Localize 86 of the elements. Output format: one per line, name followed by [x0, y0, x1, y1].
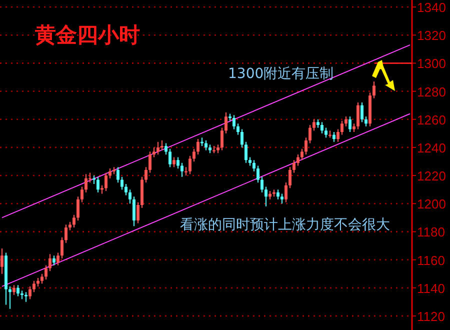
candlestick: [292, 160, 296, 174]
candlestick: [356, 102, 360, 130]
candlestick: [236, 123, 240, 136]
candlestick: [324, 127, 328, 138]
candlestick: [320, 122, 324, 134]
candlestick: [32, 280, 36, 293]
y-tick-label: 1140: [417, 280, 445, 296]
candlestick: [300, 148, 304, 161]
candlestick: [364, 116, 368, 127]
y-tick-label: 1180: [417, 224, 445, 240]
y-tick-label: 1340: [417, 0, 446, 16]
candlestick: [348, 116, 352, 132]
candlestick: [168, 148, 172, 168]
candlestick: [108, 168, 112, 179]
candlestick: [308, 124, 312, 144]
y-tick-label: 1120: [417, 308, 445, 324]
candlestick: [256, 165, 260, 184]
candlestick: [52, 255, 56, 266]
y-tick-label: 1280: [417, 84, 446, 100]
candlestick: [240, 128, 244, 148]
candlestick: [360, 102, 364, 123]
candlestick: [244, 141, 248, 164]
text: 黄金四小时: [34, 23, 140, 47]
y-tick-label: 1300: [417, 56, 446, 72]
candlestick: [72, 214, 76, 228]
candlestick: [172, 156, 176, 168]
candlestick: [260, 176, 264, 193]
candlestick: [64, 224, 68, 244]
candlestick: [224, 112, 228, 134]
y-tick-label: 1220: [417, 168, 446, 184]
candlestick: [48, 254, 52, 272]
y-tick-label: 1320: [417, 28, 446, 44]
candlestick: [252, 160, 256, 172]
candlestick: [40, 273, 44, 284]
candlestick: [288, 166, 292, 189]
candlestick: [0, 248, 4, 274]
candlestick: [104, 172, 108, 192]
candlestick: [180, 162, 184, 178]
candlestick: [332, 132, 336, 142]
candlestick: [280, 193, 284, 204]
candlestick: [160, 140, 164, 151]
candlestick: [220, 127, 224, 151]
candlestick: [56, 252, 60, 266]
candlestick: [164, 142, 168, 155]
candlestick: [188, 155, 192, 175]
candlestick: [120, 176, 124, 190]
candlestick: [128, 189, 132, 204]
annotation: 看涨的同时预计上涨力度不会很大: [180, 217, 390, 233]
candlestick: [196, 138, 200, 155]
candlestick: [124, 183, 128, 196]
candlestick: [296, 154, 300, 166]
y-tick-label: 1200: [417, 196, 446, 212]
y-tick-label: 1160: [417, 252, 445, 268]
y-tick-label: 1240: [417, 140, 446, 156]
annotation: 1300附近有压制: [228, 66, 334, 82]
candlestick: [96, 176, 100, 193]
candlestick: [336, 128, 340, 142]
candlestick: [44, 264, 48, 280]
candlestick: [136, 202, 140, 224]
candlestick: [12, 284, 16, 296]
candlestick: [144, 166, 148, 184]
candlestick: [16, 284, 20, 297]
candlestick: [204, 140, 208, 151]
candlestick: [304, 137, 308, 155]
candlestick: [76, 196, 80, 221]
candlestick: [344, 116, 348, 127]
candlestick: [132, 196, 136, 227]
candlestick: [84, 174, 88, 193]
candlestick: [264, 186, 268, 207]
candlestick: [116, 166, 120, 184]
candlestick: [152, 146, 156, 158]
candlestick: [192, 148, 196, 162]
candlestick: [156, 141, 160, 155]
candlestick: [232, 114, 236, 130]
candlestick: [312, 118, 316, 132]
candlestick: [176, 156, 180, 170]
candlestick: [28, 286, 32, 300]
candlestick: [372, 80, 376, 99]
candlestick: [276, 189, 280, 200]
candlestick: [60, 236, 64, 259]
candlestick: [148, 151, 152, 174]
y-tick-label: 1260: [417, 112, 446, 128]
candlestick: [80, 186, 84, 203]
candlestick: [24, 292, 28, 302]
candlestick: [284, 182, 288, 203]
candlestick: [340, 120, 344, 136]
